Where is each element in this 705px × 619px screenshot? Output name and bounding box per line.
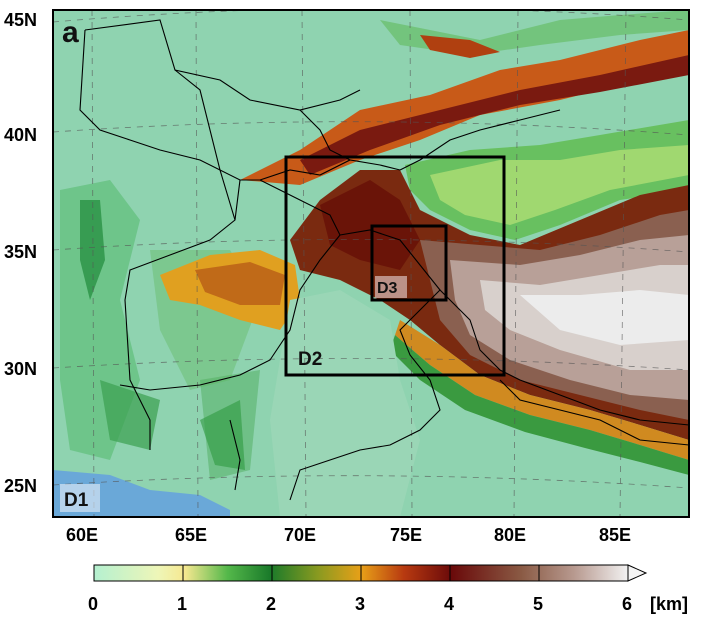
lon-label-70e: 70E: [284, 525, 316, 545]
colorbar-tick-1: 1: [177, 594, 187, 614]
domain-d3-label: D3: [377, 280, 398, 297]
lon-label-65e: 65E: [175, 525, 207, 545]
panel-letter: a: [62, 16, 79, 49]
colorbar-tick-3: 3: [355, 594, 365, 614]
lat-label-35n: 35N: [4, 242, 37, 262]
map-frame: [52, 9, 690, 518]
lat-label-40n: 40N: [4, 125, 37, 145]
colorbar-unit: [km]: [650, 594, 688, 614]
lon-label-60e: 60E: [66, 525, 98, 545]
lat-label-45n: 45N: [4, 10, 37, 30]
domain-d1-label: D1: [64, 490, 89, 511]
domain-d3-box: [370, 224, 448, 302]
colorbar-tick-5: 5: [533, 594, 543, 614]
colorbar-tick-0: 0: [88, 594, 98, 614]
lon-label-75e: 75E: [390, 525, 422, 545]
colorbar-tick-2: 2: [266, 594, 276, 614]
domain-d2-box: [284, 155, 506, 377]
colorbar-tick-6: 6: [622, 594, 632, 614]
colorbar-tick-4: 4: [444, 594, 454, 614]
terrain-map: [53, 10, 689, 517]
lon-label-80e: 80E: [494, 525, 526, 545]
lat-label-30n: 30N: [4, 359, 37, 379]
lon-label-85e: 85E: [599, 525, 631, 545]
domain-d2-label: D2: [298, 349, 322, 370]
lat-label-25n: 25N: [4, 476, 37, 496]
colorbar: 0 1 2 3 4 5 6 [km]: [88, 564, 688, 614]
